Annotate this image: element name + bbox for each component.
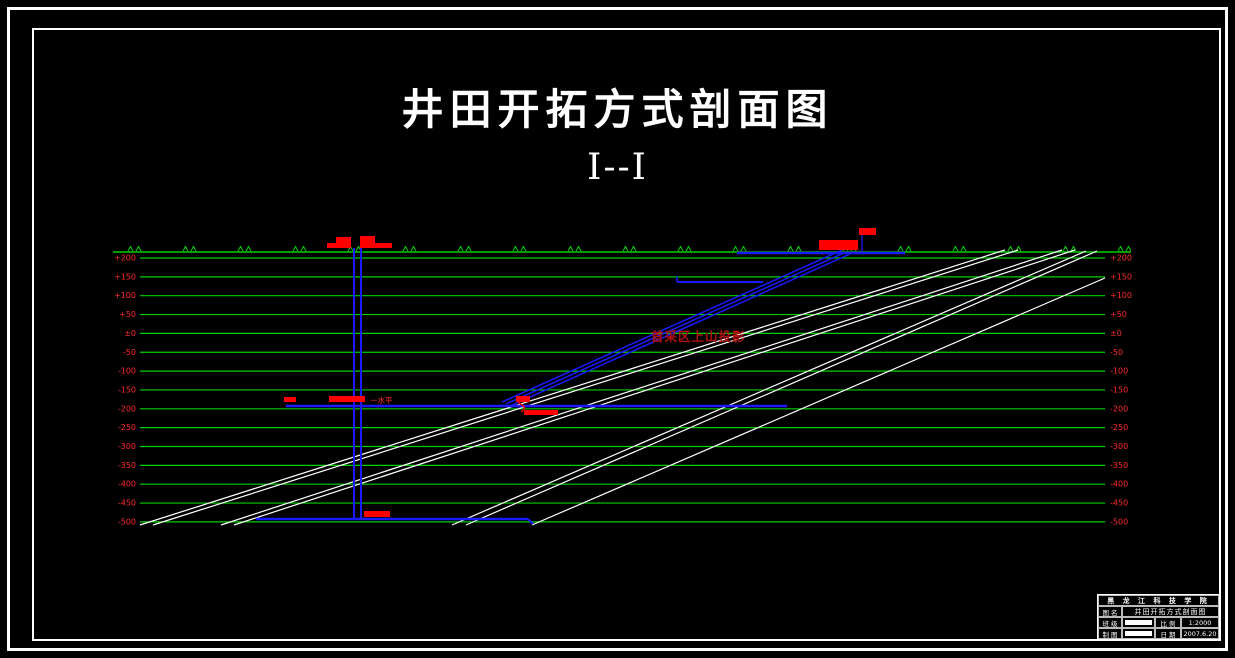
level-one-label: 一水平 [370,395,393,405]
elevation-label: -250 [1110,423,1128,432]
coal-seam-line [233,249,1076,526]
incline-rise-line [505,251,847,405]
elevation-label: +50 [1110,310,1127,319]
elevation-label: -250 [118,423,136,432]
level-two-hook [527,518,534,525]
class-label: 班 级 [1098,617,1122,628]
headframe-tower [360,236,375,248]
redacted-name-block [1125,631,1152,636]
scale-label: 比 例 [1155,617,1181,628]
elevation-label: +200 [114,254,136,263]
coal-seam-line [139,249,1006,526]
coal-seam-lines [139,249,1106,526]
rise-projection-label: 首采区上山投影 [651,329,746,344]
elevation-label: +100 [1110,291,1132,300]
mine-workings [256,235,905,525]
coal-seam-line [465,250,1098,526]
level-marker [284,397,296,402]
title-block: 黑 龙 江 科 技 学 院 图 名 井田开拓方式剖面图 班 级 比 例 1:20… [1097,594,1220,640]
sheet-inner-border [32,28,1221,641]
institution-name: 黑 龙 江 科 技 学 院 [1098,595,1219,606]
coal-seam-line [451,250,1087,526]
level-marker [329,396,365,402]
elevation-label: -200 [1110,404,1128,413]
incline-rise-line [501,249,843,403]
elevation-label: +150 [1110,272,1132,281]
level-marker [524,410,558,415]
elevation-label: +100 [114,291,136,300]
elevation-label: -300 [1110,442,1128,451]
elevation-label: +200 [1110,254,1132,263]
elevation-label: -150 [118,385,136,394]
scale-value: 1:2000 [1181,617,1219,628]
connection-squiggle [517,396,525,413]
class-value [1122,617,1155,628]
elevation-label: -350 [118,461,136,470]
incline-rise-line [509,253,851,407]
redacted-name-block [1125,620,1152,625]
incline-portal-building [819,240,858,250]
drawing-title: 井田开拓方式剖面图 [401,85,834,134]
elevation-label: -500 [118,517,136,526]
shaft-building [374,243,392,248]
surface-structures [284,228,876,517]
drafter-label: 制 图 [1098,628,1122,639]
coal-seam-line [531,277,1106,526]
date-label: 日 期 [1155,628,1181,639]
elevation-labels: +200 +200 +150 +150 +100 +100 +50 +50 ±0 ±0 -50 -50… [114,254,1132,527]
elevation-label: -50 [1110,348,1123,357]
elevation-label: ±0 [124,329,136,338]
elevation-label: ±0 [1110,329,1122,338]
elevation-label: -100 [118,367,136,376]
level-marker [364,511,390,517]
elevation-lines [140,257,1105,523]
coal-seam-line [152,249,1019,526]
elevation-label: -450 [118,499,136,508]
sheet-outer-border [7,7,1228,651]
drawing-name-label: 图 名 [1098,606,1122,617]
flag [859,228,876,235]
elevation-label: +50 [119,310,136,319]
elevation-label: -500 [1110,517,1128,526]
elevation-label: -200 [118,404,136,413]
elevation-label: +150 [114,272,136,281]
elevation-label: -400 [118,480,136,489]
elevation-label: -350 [1110,461,1128,470]
level-marker [516,396,530,402]
elevation-label: -400 [1110,480,1128,489]
elevation-label: -150 [1110,385,1128,394]
section-mark: I--I [587,147,648,188]
elevation-label: -450 [1110,499,1128,508]
drawing-name: 井田开拓方式剖面图 [1122,606,1219,617]
drafter-value [1122,628,1155,639]
headframe-tower [336,237,351,248]
elevation-label: -100 [1110,367,1128,376]
elevation-label: -300 [118,442,136,451]
elevation-label: -50 [123,348,136,357]
grass-tufts [127,245,1132,252]
date-value: 2007.6.20 [1181,628,1219,639]
